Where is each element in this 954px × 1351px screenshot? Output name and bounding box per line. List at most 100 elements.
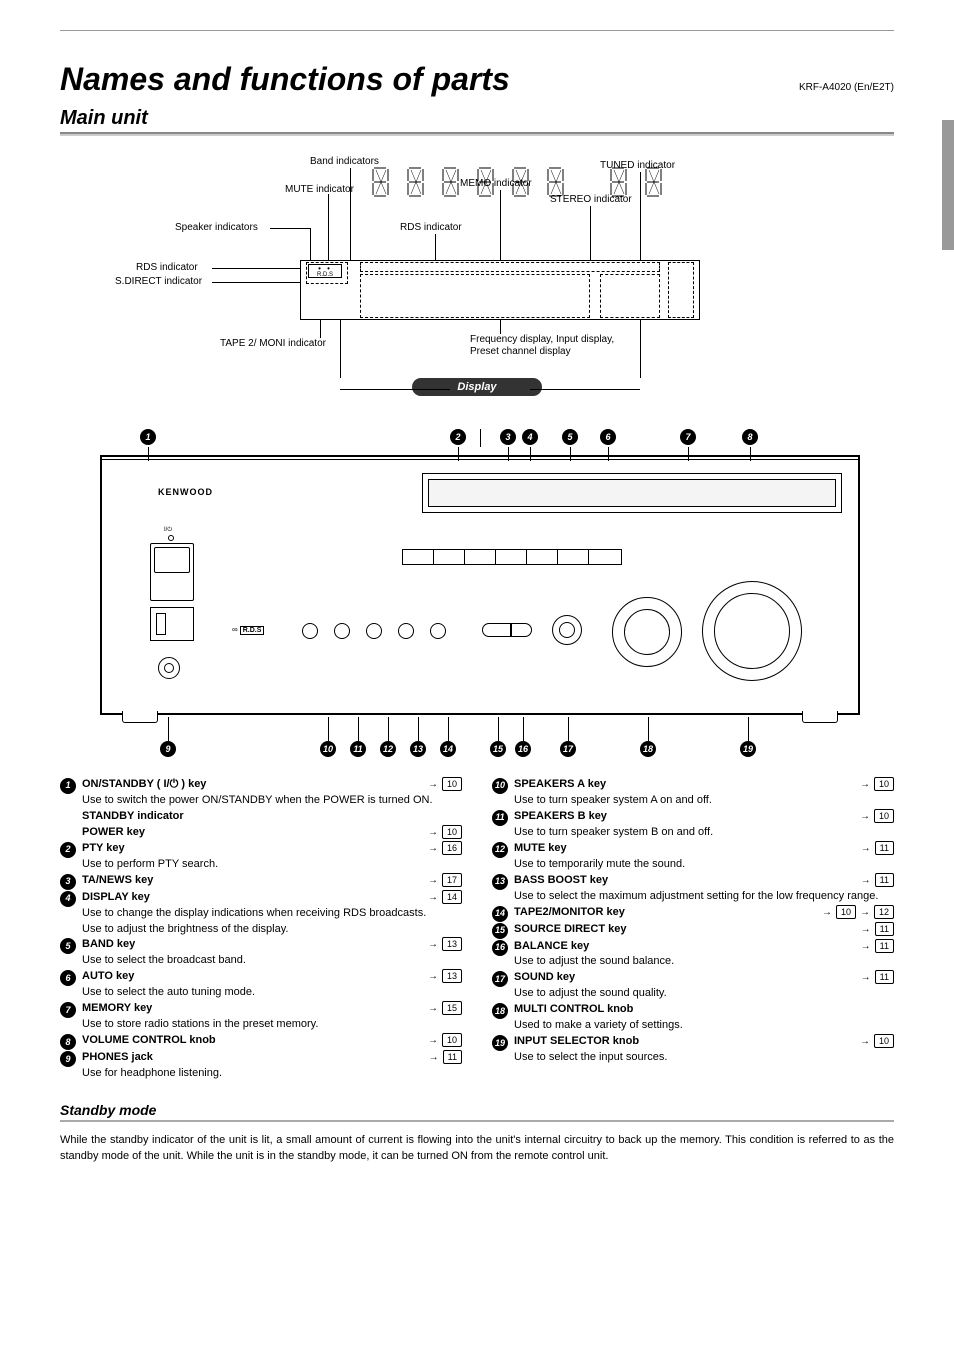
item-number: 11 [492, 810, 508, 826]
part-item-11: 11 SPEAKERS B key→10Use to turn speaker … [492, 809, 894, 841]
part-item-14: 14 TAPE2/MONITOR key→10→12 [492, 905, 894, 922]
item-title: PHONES jack [82, 1050, 153, 1066]
label-rds: RDS indicator [136, 262, 198, 273]
part-item-3: 3 TA/NEWS key→17 [60, 873, 462, 890]
callout-18: 18 [640, 741, 656, 757]
part-item-6: 6 AUTO key→13Use to select the auto tuni… [60, 969, 462, 1001]
item-number: 16 [492, 940, 508, 956]
item-title: BALANCE key [514, 939, 589, 955]
item-desc: Use to perform PTY search. [82, 857, 462, 873]
item-title: MUTE key [514, 841, 567, 857]
display-label: Display [412, 378, 542, 396]
item-desc: Use to temporarily mute the sound. [514, 857, 894, 873]
item-desc: Use to store radio stations in the prese… [82, 1017, 462, 1033]
item-title: TA/NEWS key [82, 873, 153, 889]
label-freq2: Preset channel display [470, 346, 571, 357]
item-title: BASS BOOST key [514, 873, 608, 889]
label-mute: MUTE indicator [285, 184, 354, 195]
callout-17: 17 [560, 741, 576, 757]
item-title: SPEAKERS B key [514, 809, 607, 825]
part-item-16: 16 BALANCE key→11Use to adjust the sound… [492, 939, 894, 971]
item-title: PTY key [82, 841, 125, 857]
item-number: 15 [492, 923, 508, 939]
callout-4: 4 [522, 429, 538, 445]
item-number: 5 [60, 938, 76, 954]
item-title: SOUND key [514, 970, 575, 986]
callout-7: 7 [680, 429, 696, 445]
item-title: VOLUME CONTROL knob [82, 1033, 216, 1049]
item-desc: Use to turn speaker system A on and off. [514, 793, 894, 809]
item-number: 3 [60, 874, 76, 890]
item-desc: Use to adjust the sound balance. [514, 954, 894, 970]
callout-2: 2 [450, 429, 466, 445]
item-number: 9 [60, 1051, 76, 1067]
label-freq1: Frequency display, Input display, [470, 334, 614, 345]
standby-rule [60, 1120, 894, 1122]
item-number: 8 [60, 1034, 76, 1050]
item-number: 14 [492, 906, 508, 922]
callout-8: 8 [742, 429, 758, 445]
item-desc: Use to switch the power ON/STANDBY when … [82, 793, 462, 809]
part-item-8: 8 VOLUME CONTROL knob→10 [60, 1033, 462, 1050]
item-number: 19 [492, 1035, 508, 1051]
item-desc: Use to adjust the brightness of the disp… [82, 922, 462, 938]
callout-6: 6 [600, 429, 616, 445]
top-rule [60, 30, 894, 31]
callout-19: 19 [740, 741, 756, 757]
part-item-17: 17 SOUND key→11Use to adjust the sound q… [492, 970, 894, 1002]
part-item-5: 5 BAND key→13Use to select the broadcast… [60, 937, 462, 969]
item-number: 10 [492, 778, 508, 794]
callout-12: 12 [380, 741, 396, 757]
item-desc: Use to adjust the sound quality. [514, 986, 894, 1002]
item-number: 12 [492, 842, 508, 858]
section-rule [60, 132, 894, 136]
item-number: 2 [60, 842, 76, 858]
display-diagram: Band indicators MUTE indicator Speaker i… [60, 150, 894, 415]
part-item-1: 1 ON/STANDBY ( I/⏻ ) key→10Use to switch… [60, 777, 462, 841]
part-item-19: 19 INPUT SELECTOR knob→10Use to select t… [492, 1034, 894, 1066]
standby-text: While the standby indicator of the unit … [60, 1132, 894, 1165]
part-item-7: 7 MEMORY key→15Use to store radio statio… [60, 1001, 462, 1033]
item-number: 6 [60, 970, 76, 986]
item-number: 17 [492, 971, 508, 987]
label-tape2: TAPE 2/ MONI indicator [220, 338, 326, 349]
callout-15: 15 [490, 741, 506, 757]
item-title: TAPE2/MONITOR key [514, 905, 625, 921]
item-desc: Use to change the display indications wh… [82, 906, 462, 922]
part-item-12: 12 MUTE key→11Use to temporarily mute th… [492, 841, 894, 873]
main-unit-diagram: 12345678 KENWOOD I/⏻ ∞R.D.S [60, 429, 894, 759]
item-desc: Used to make a variety of settings. [514, 1018, 894, 1034]
part-item-13: 13 BASS BOOST key→11Use to select the ma… [492, 873, 894, 905]
callout-11: 11 [350, 741, 366, 757]
item-title: AUTO key [82, 969, 134, 985]
callout-9: 9 [160, 741, 176, 757]
page-tab [942, 120, 954, 250]
callout-3: 3 [500, 429, 516, 445]
label-rds-ind: RDS indicator [400, 222, 462, 233]
part-item-2: 2 PTY key→16Use to perform PTY search. [60, 841, 462, 873]
item-title: MEMORY key [82, 1001, 152, 1017]
callout-13: 13 [410, 741, 426, 757]
callout-14: 14 [440, 741, 456, 757]
item-desc: Use to select the input sources. [514, 1050, 894, 1066]
callout-1: 1 [140, 429, 156, 445]
parts-list: 1 ON/STANDBY ( I/⏻ ) key→10Use to switch… [60, 777, 894, 1082]
item-title: MULTI CONTROL knob [514, 1002, 633, 1018]
part-item-10: 10 SPEAKERS A key→10Use to turn speaker … [492, 777, 894, 809]
item-title: BAND key [82, 937, 135, 953]
callout-10: 10 [320, 741, 336, 757]
item-title: ON/STANDBY ( I/⏻ ) key [82, 777, 206, 793]
item-number: 18 [492, 1003, 508, 1019]
item-desc: Use to select the broadcast band. [82, 953, 462, 969]
part-item-9: 9 PHONES jack→11Use for headphone listen… [60, 1050, 462, 1082]
part-item-4: 4 DISPLAY key→14Use to change the displa… [60, 890, 462, 938]
item-sub: STANDBY indicator [82, 809, 184, 825]
item-title: INPUT SELECTOR knob [514, 1034, 639, 1050]
item-title: SOURCE DIRECT key [514, 922, 626, 938]
item-title: DISPLAY key [82, 890, 150, 906]
item-number: 7 [60, 1002, 76, 1018]
item-number: 4 [60, 891, 76, 907]
item-number: 1 [60, 778, 76, 794]
item-number: 13 [492, 874, 508, 890]
callout-5: 5 [562, 429, 578, 445]
